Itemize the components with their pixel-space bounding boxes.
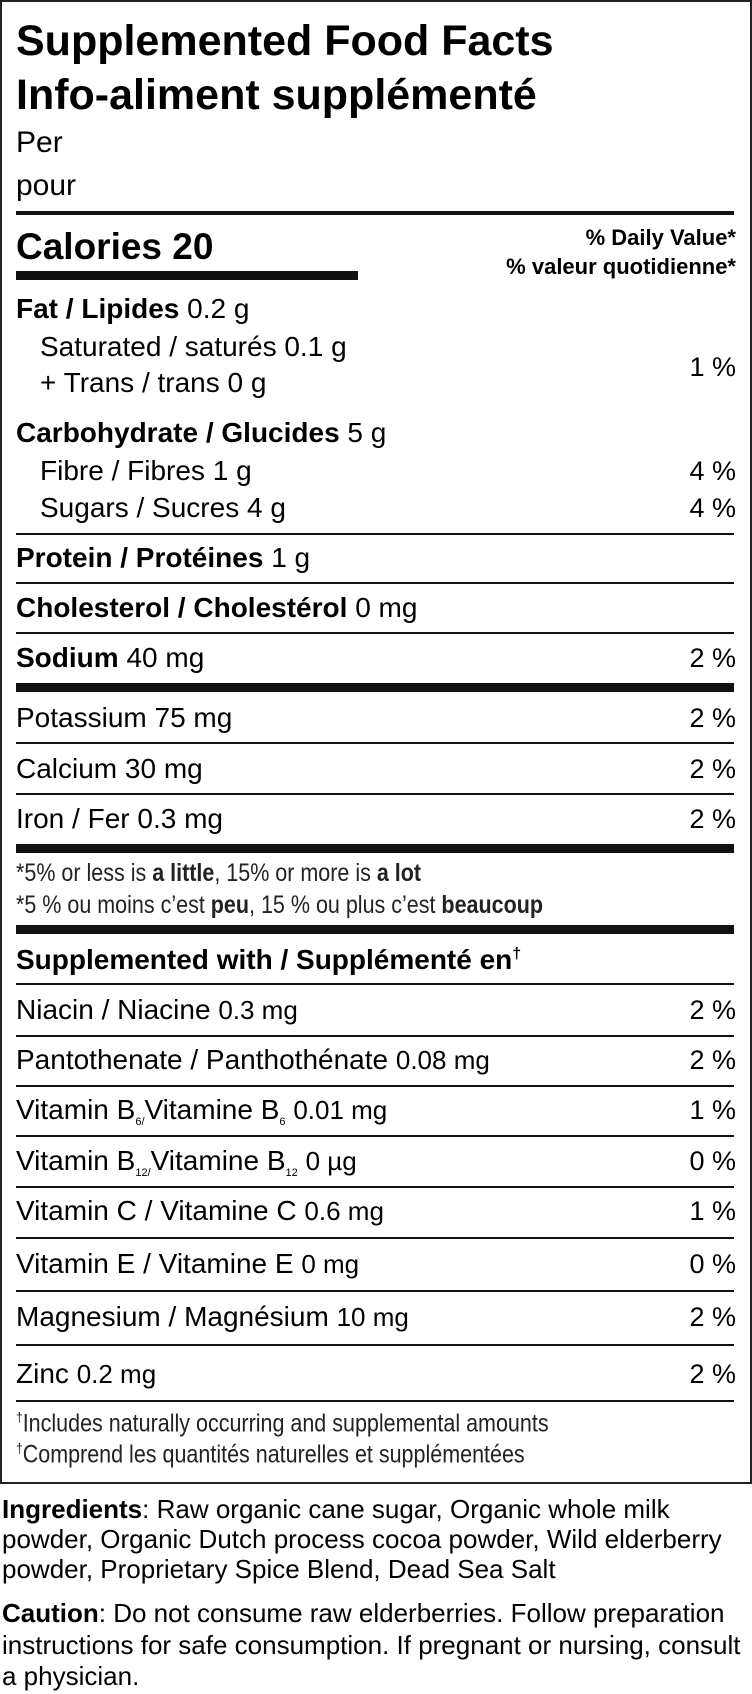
- supplement-vitamin-b6: Vitamin B6/Vitamine B6 0.01 mg: [16, 1094, 388, 1128]
- dv-header-en: % Daily Value*: [585, 225, 736, 250]
- supplement-vitamin-b12: Vitamin B12/Vitamine B12 0 µg: [16, 1145, 357, 1179]
- calories: Calories 20: [16, 226, 214, 267]
- nutrient-saturated: Saturated / saturés 0.1 g: [40, 331, 347, 362]
- supplement-vitamin-c: Vitamin C / Vitamine C 0.6 mg: [16, 1195, 384, 1226]
- divider: [16, 1085, 734, 1087]
- supplement-magnesium: Magnesium / Magnésium 10 mg: [16, 1301, 409, 1332]
- dv-zinc: 2 %: [689, 1359, 736, 1389]
- divider: [16, 844, 734, 853]
- dv-fat: 1 %: [689, 352, 736, 382]
- nutrient-fat: Fat / Lipides 0.2 g: [16, 293, 250, 324]
- title-fr: Info-aliment supplémenté: [16, 71, 537, 119]
- dv-vitamin-b12: 0 %: [689, 1146, 736, 1176]
- divider: [16, 632, 734, 634]
- divider: [16, 1035, 734, 1037]
- serving-per: Per: [16, 126, 63, 159]
- serving-pour: pour: [16, 169, 77, 202]
- divider: [16, 533, 734, 535]
- supplemented-heading: Supplemented with / Supplémenté en†: [16, 944, 522, 975]
- supplement-niacin: Niacin / Niacine 0.3 mg: [16, 994, 298, 1025]
- nutrient-calcium: Calcium 30 mg: [16, 753, 203, 784]
- dv-pantothenate: 2 %: [689, 1045, 736, 1075]
- caution: Caution: Do not consume raw elderberries…: [2, 1598, 741, 1691]
- dv-magnesium: 2 %: [689, 1302, 736, 1332]
- divider: [16, 1400, 734, 1402]
- divider: [16, 793, 734, 795]
- dagger-note-fr: †Comprend les quantités naturelles et su…: [16, 1440, 525, 1469]
- divider: [16, 1237, 734, 1239]
- footnote-en: *5% or less is a little, 15% or more is …: [16, 859, 422, 887]
- dv-vitamin-b6: 1 %: [689, 1095, 736, 1125]
- divider: [16, 1135, 734, 1137]
- dv-sodium: 2 %: [689, 643, 736, 673]
- divider: [16, 1290, 734, 1292]
- dv-header-fr: % valeur quotidienne*: [506, 254, 736, 279]
- nutrient-potassium: Potassium 75 mg: [16, 702, 233, 733]
- divider: [16, 271, 358, 280]
- supplement-vitamin-e: Vitamin E / Vitamine E 0 mg: [16, 1248, 360, 1279]
- nutrient-trans: + Trans / trans 0 g: [40, 367, 267, 398]
- supplement-pantothenate: Pantothenate / Panthothénate 0.08 mg: [16, 1044, 490, 1075]
- divider: [16, 1344, 734, 1346]
- dv-calcium: 2 %: [689, 754, 736, 784]
- nutrient-sugars: Sugars / Sucres 4 g: [40, 492, 286, 523]
- nutrient-sodium: Sodium 40 mg: [16, 642, 205, 673]
- nutrient-iron: Iron / Fer 0.3 mg: [16, 803, 223, 834]
- title-en: Supplemented Food Facts: [16, 17, 554, 65]
- divider: [16, 211, 734, 215]
- nutrient-cholesterol: Cholesterol / Cholestérol 0 mg: [16, 592, 418, 623]
- dv-sugars: 4 %: [689, 493, 736, 523]
- divider: [16, 983, 734, 985]
- footnote-fr: *5 % ou moins c’est peu, 15 % ou plus c’…: [16, 891, 543, 919]
- dv-iron: 2 %: [689, 804, 736, 834]
- dv-niacin: 2 %: [689, 995, 736, 1025]
- ingredients: Ingredients: Raw organic cane sugar, Org…: [2, 1494, 722, 1584]
- dv-fibre: 4 %: [689, 456, 736, 486]
- divider: [16, 742, 734, 744]
- divider: [16, 925, 734, 934]
- supplement-zinc: Zinc 0.2 mg: [16, 1358, 157, 1389]
- nutrient-carbohydrate: Carbohydrate / Glucides 5 g: [16, 417, 387, 448]
- dv-potassium: 2 %: [689, 703, 736, 733]
- dv-vitamin-e: 0 %: [689, 1249, 736, 1279]
- divider: [16, 683, 734, 692]
- dagger-note-en: †Includes naturally occurring and supple…: [16, 1409, 549, 1438]
- divider: [16, 582, 734, 584]
- nutrition-facts-table: [0, 0, 752, 1484]
- nutrient-protein: Protein / Protéines 1 g: [16, 542, 311, 573]
- nutrient-fibre: Fibre / Fibres 1 g: [40, 455, 252, 486]
- divider: [16, 1186, 734, 1188]
- dv-vitamin-c: 1 %: [689, 1196, 736, 1226]
